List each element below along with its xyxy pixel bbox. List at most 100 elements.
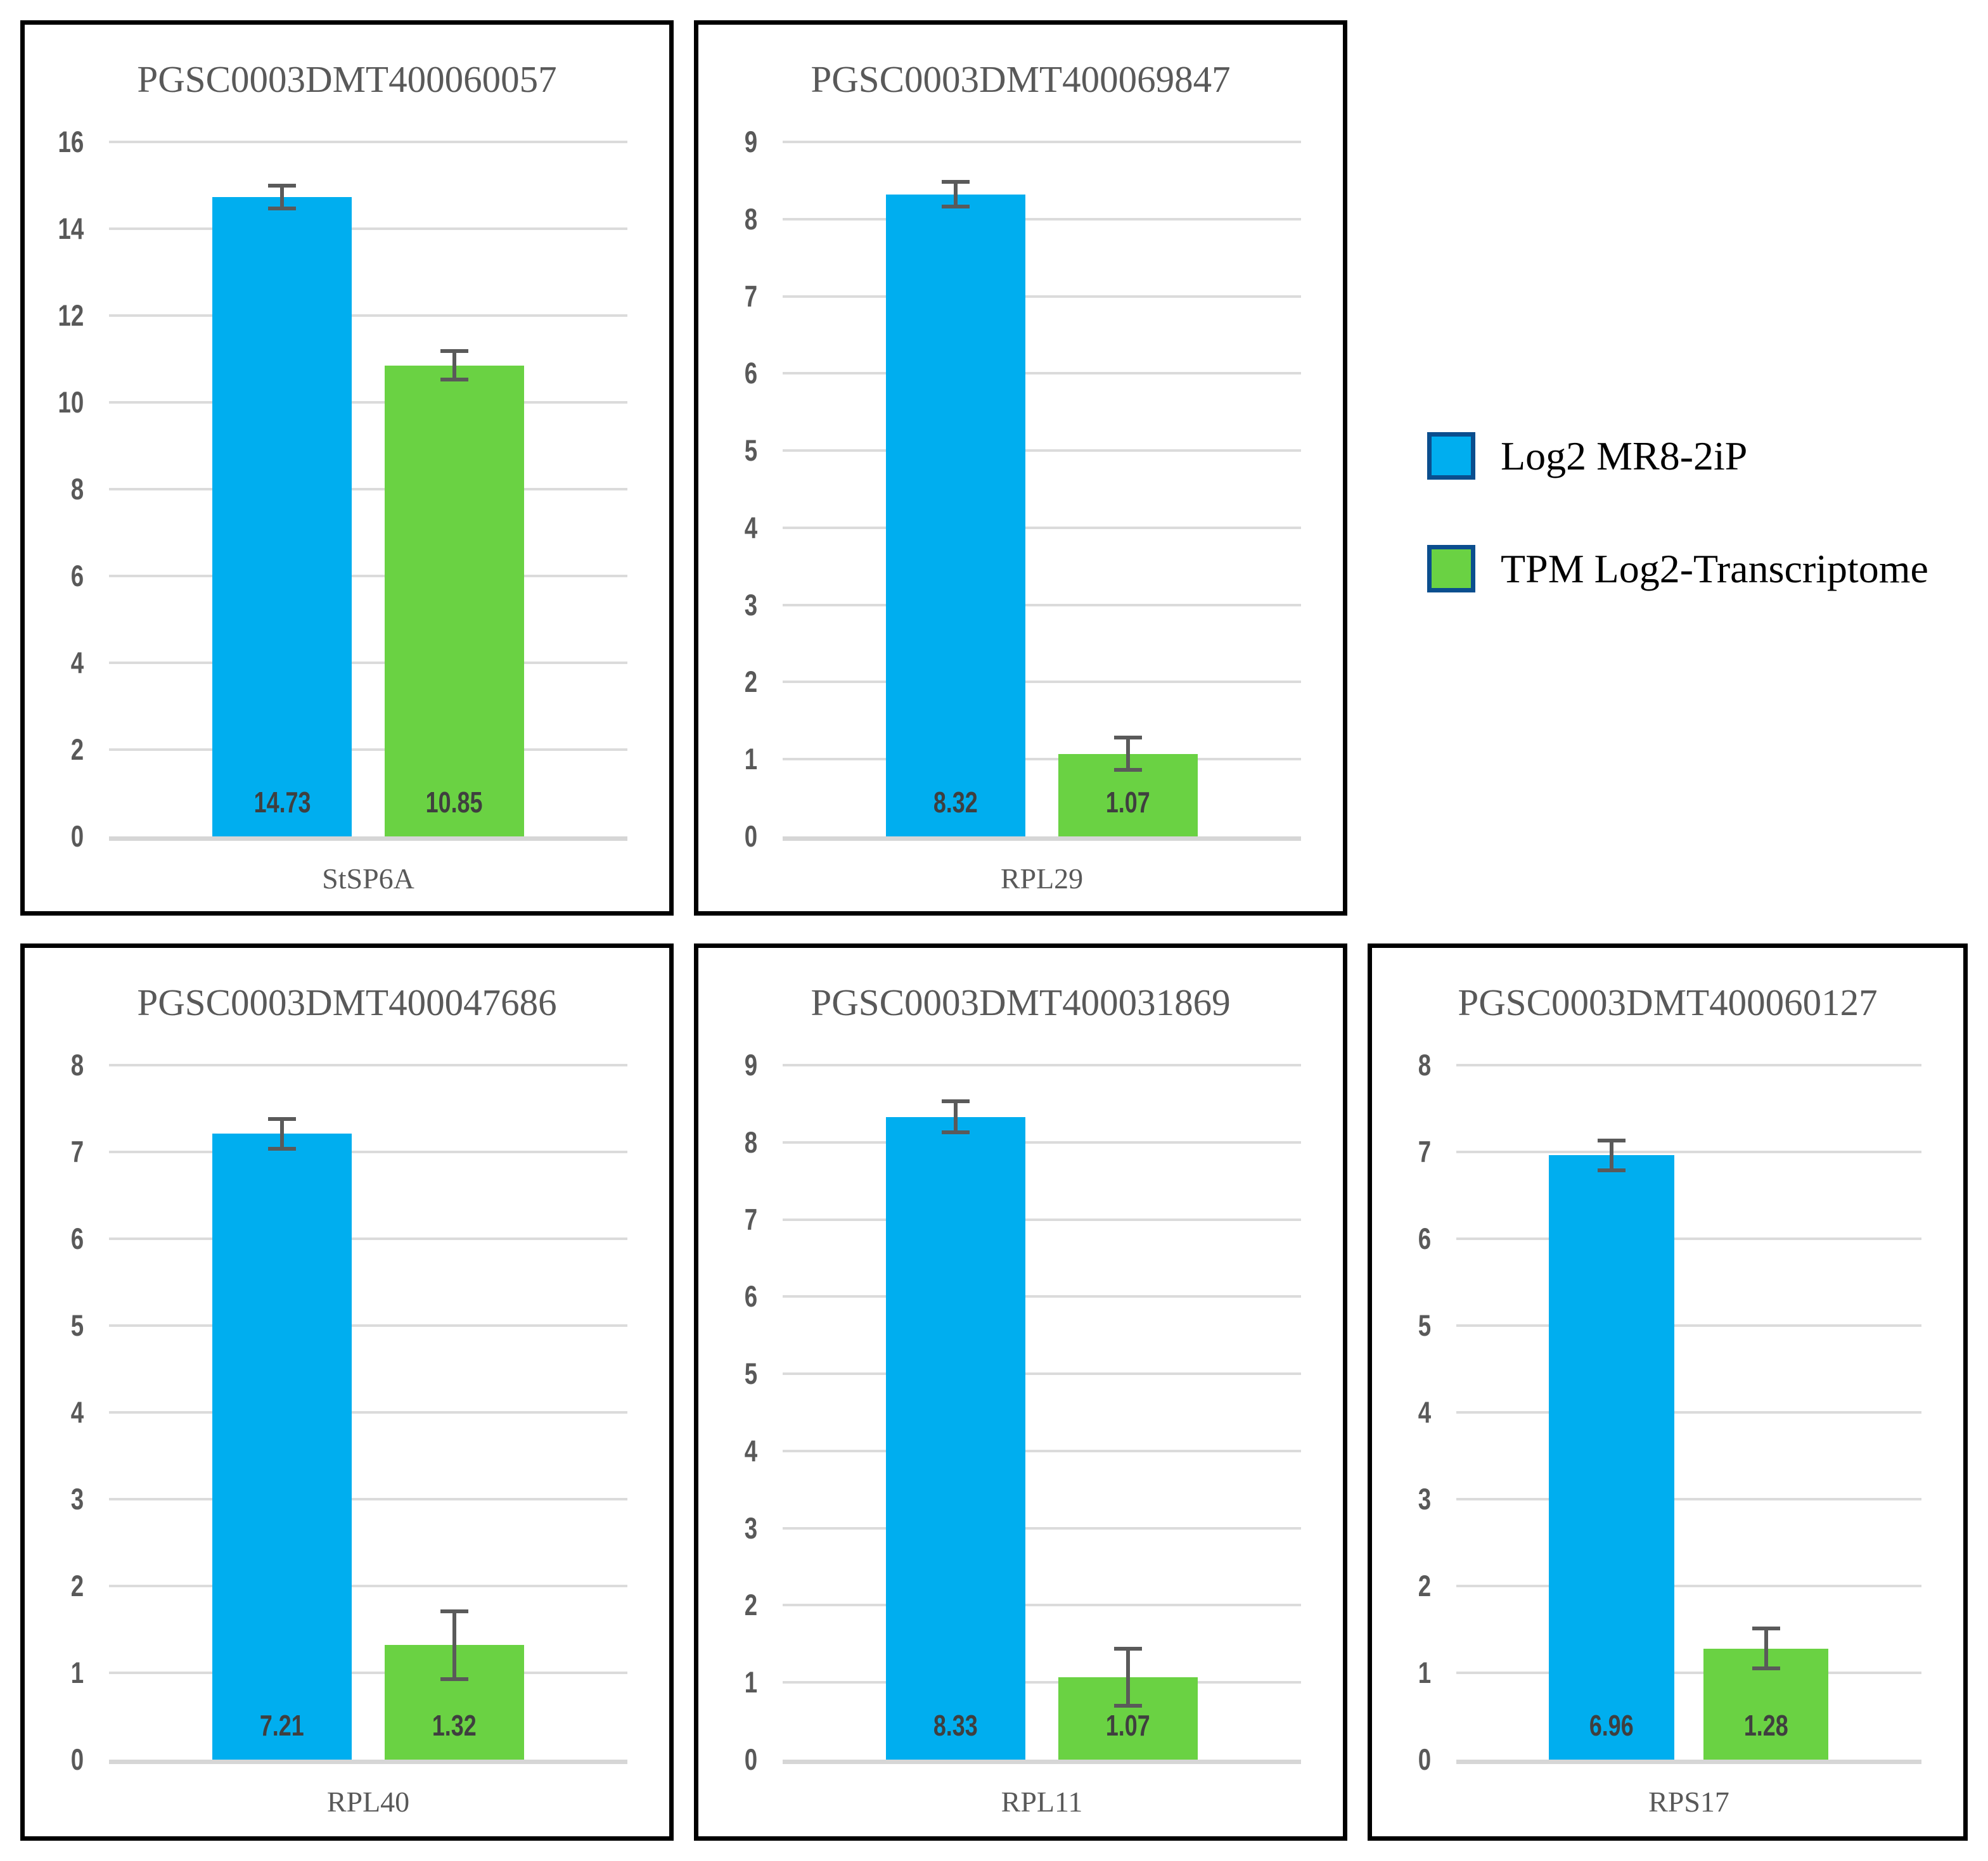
gridline xyxy=(109,1237,627,1240)
number-text: 8 xyxy=(70,1048,84,1082)
number-text: 6 xyxy=(70,559,84,592)
gridline xyxy=(783,758,1301,761)
gridline xyxy=(109,1324,627,1327)
y-tick-label: 3 xyxy=(25,1483,84,1516)
number-text: 12 xyxy=(58,298,84,332)
number-text: 3 xyxy=(744,1511,757,1545)
number-text: 9 xyxy=(744,1048,757,1082)
error-bar xyxy=(1125,738,1130,771)
gridline xyxy=(109,1672,627,1674)
error-bar-cap xyxy=(1598,1139,1626,1143)
error-bar xyxy=(452,351,456,380)
error-bar xyxy=(1610,1141,1614,1170)
number-text: 1 xyxy=(744,742,757,776)
y-tick-label: 7 xyxy=(698,1203,757,1236)
error-bar-cap xyxy=(942,205,970,209)
bar-log2-mr8-2ip xyxy=(886,1116,1026,1760)
error-bar-cap xyxy=(1113,1703,1142,1708)
number-text: 8 xyxy=(70,472,84,506)
chart-pgsc0003dmt400069847: 9 8 7 6 5 4 3 2 1 0 8.32 1.07 PGSC0003DMT400069847 RP… xyxy=(694,20,1347,916)
number-text: 8 xyxy=(744,201,757,236)
y-tick-label: 16 xyxy=(25,125,84,158)
y-tick-label: 1 xyxy=(1372,1656,1431,1689)
legend-label: Log2 MR8-2iP xyxy=(1501,433,1748,478)
bar-value-label: 1.28 xyxy=(1703,1709,1828,1742)
error-bar-cap xyxy=(942,180,970,184)
number-text: 6.96 xyxy=(1589,1709,1634,1742)
error-bar xyxy=(954,182,958,207)
y-tick-label: 2 xyxy=(1372,1570,1431,1602)
y-tick-label: 8 xyxy=(698,1125,757,1159)
bar-value-label: 1.07 xyxy=(1058,786,1198,819)
error-bar-cap xyxy=(1113,736,1142,740)
error-bar xyxy=(954,1101,958,1132)
gridline xyxy=(783,1681,1301,1684)
error-bar-cap xyxy=(942,1099,970,1104)
number-text: 7 xyxy=(1418,1135,1431,1168)
bar-value-label: 6.96 xyxy=(1549,1709,1674,1742)
error-bar xyxy=(1764,1628,1768,1669)
x-axis-line xyxy=(783,1760,1301,1764)
legend-item-log2-mr8-2ip: Log2 MR8-2iP xyxy=(1427,432,1747,480)
legend-swatch-green xyxy=(1427,545,1475,592)
number-text: 10 xyxy=(58,385,84,419)
chart-title: PGSC0003DMT400060127 xyxy=(1458,982,1878,1023)
error-bar-cap xyxy=(268,184,297,188)
number-text: 4 xyxy=(744,1433,757,1468)
y-tick-label: 6 xyxy=(698,357,757,390)
bar-log2-mr8-2ip xyxy=(886,194,1026,836)
legend-swatch-blue xyxy=(1427,432,1475,480)
bar-value-label: 1.07 xyxy=(1058,1709,1198,1742)
number-text: 0 xyxy=(744,1743,757,1776)
gridline xyxy=(109,488,627,490)
error-bar-cap xyxy=(268,1146,297,1151)
number-text: 0 xyxy=(70,1743,84,1776)
gridline xyxy=(109,227,627,230)
legend: Log2 MR8-2iP TPM Log2-Transcriptome xyxy=(1368,20,1968,916)
number-text: 1.28 xyxy=(1743,1709,1788,1742)
number-text: 9 xyxy=(744,125,757,158)
gridline xyxy=(109,401,627,404)
number-text: 0 xyxy=(1418,1743,1431,1776)
error-bar-cap xyxy=(1598,1168,1626,1172)
number-text: 8.32 xyxy=(933,786,978,819)
x-category-label: RPL40 xyxy=(326,1786,410,1818)
bar-value-label: 8.33 xyxy=(886,1709,1025,1742)
y-tick-label: 3 xyxy=(1372,1483,1431,1516)
bar-value-label: 8.32 xyxy=(886,786,1025,819)
error-bar-cap xyxy=(440,378,468,382)
number-text: 8.33 xyxy=(933,1709,978,1742)
number-text: 4 xyxy=(70,1395,84,1429)
number-text: 2 xyxy=(744,665,757,699)
chart-title: PGSC0003DMT400047686 xyxy=(137,982,557,1023)
y-tick-label: 7 xyxy=(1372,1135,1431,1168)
error-bar-cap xyxy=(440,1677,468,1681)
number-text: 8 xyxy=(1418,1048,1431,1082)
gridline xyxy=(783,1141,1301,1144)
number-text: 5 xyxy=(744,433,757,468)
y-tick-label: 5 xyxy=(698,1357,757,1390)
error-bar xyxy=(280,186,285,208)
y-tick-label: 8 xyxy=(1372,1049,1431,1082)
number-text: 1 xyxy=(1418,1656,1431,1689)
gridline xyxy=(1456,1151,1921,1153)
y-tick-label: 2 xyxy=(25,733,84,766)
gridline xyxy=(1456,1324,1921,1327)
error-bar xyxy=(452,1611,456,1679)
error-bar-cap xyxy=(1752,1666,1780,1671)
y-tick-label: 0 xyxy=(698,820,757,853)
chart-pgsc0003dmt400060057: 16 14 12 10 8 6 4 2 0 14.73 10.85 PGSC0003DMT400060… xyxy=(20,20,674,916)
error-bar-cap xyxy=(1113,1646,1142,1651)
gridline xyxy=(109,1411,627,1414)
number-text: 1.07 xyxy=(1105,1709,1150,1742)
number-text: 1.32 xyxy=(432,1709,477,1742)
bar-value-label: 1.32 xyxy=(385,1709,524,1742)
error-bar xyxy=(280,1118,285,1149)
y-tick-label: 5 xyxy=(698,434,757,467)
number-text: 4 xyxy=(1418,1395,1431,1429)
number-text: 4 xyxy=(744,510,757,544)
gridline xyxy=(783,1218,1301,1221)
y-tick-label: 3 xyxy=(698,1511,757,1545)
chart-title: PGSC0003DMT400031869 xyxy=(811,982,1231,1023)
gridline xyxy=(783,1372,1301,1376)
